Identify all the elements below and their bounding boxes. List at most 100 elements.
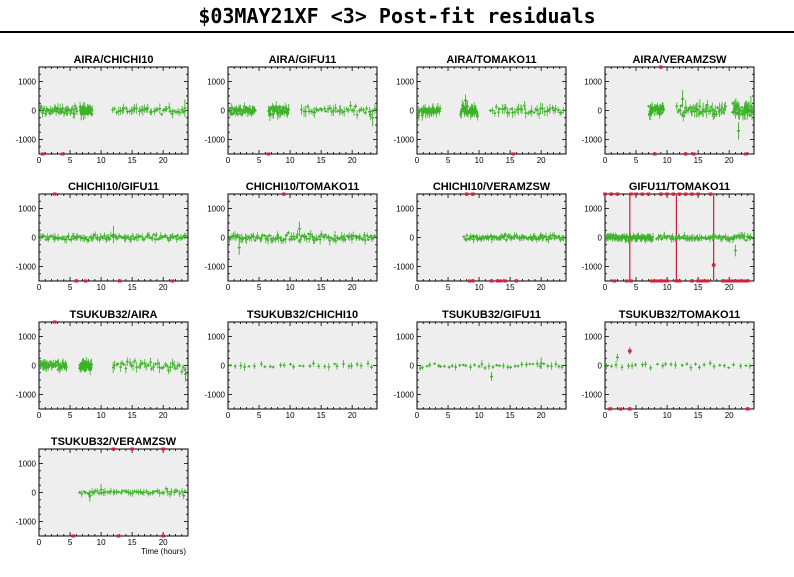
outlier-flag xyxy=(665,279,669,283)
outlier-flag xyxy=(116,534,121,538)
x-tick-label: 5 xyxy=(68,411,73,420)
x-tick-label: 0 xyxy=(603,411,608,420)
x-tick-label: 10 xyxy=(475,411,484,420)
panel-title: TSUKUB32/AIRA xyxy=(69,309,157,321)
y-tick-label: 1000 xyxy=(18,333,36,342)
x-tick-label: 0 xyxy=(415,283,420,292)
panel-title: AIRA/TOMAKO11 xyxy=(446,54,536,66)
outlier-flag xyxy=(111,447,116,451)
outlier-flag xyxy=(495,279,500,283)
outlier-flag xyxy=(652,152,657,156)
outlier-flag xyxy=(618,407,623,411)
outlier-flag xyxy=(161,534,165,538)
x-tick-label: 15 xyxy=(694,411,703,420)
x-tick-label: 15 xyxy=(317,283,326,292)
x-tick-label: 20 xyxy=(348,156,357,165)
y-tick-label: -1000 xyxy=(16,136,37,145)
x-tick-label: 0 xyxy=(37,283,42,292)
outlier-flag xyxy=(266,152,271,156)
x-tick-label: 20 xyxy=(159,156,168,165)
outlier-flag xyxy=(603,192,607,196)
x-tick-label: 10 xyxy=(286,411,295,420)
outlier-flag xyxy=(683,192,688,196)
x-tick-label: 20 xyxy=(348,411,357,420)
x-tick-label: 10 xyxy=(663,283,672,292)
outlier-flag xyxy=(282,192,286,196)
x-tick-label: 20 xyxy=(159,283,168,292)
outlier-flag xyxy=(691,152,696,156)
y-tick-label: 0 xyxy=(221,107,226,116)
outlier-flag xyxy=(690,192,694,196)
x-tick-label: 0 xyxy=(226,283,231,292)
y-tick-label: 1000 xyxy=(207,333,225,342)
x-tick-label: 15 xyxy=(506,156,515,165)
y-tick-label: 0 xyxy=(32,107,37,116)
outlier-flag xyxy=(665,192,669,196)
outlier-flag xyxy=(659,279,663,283)
residual-points xyxy=(647,90,754,140)
y-tick-label: -1000 xyxy=(394,263,415,272)
outlier-flag xyxy=(40,152,45,156)
residual-points xyxy=(228,101,377,127)
outlier-flag xyxy=(662,279,666,283)
outlier-flag xyxy=(705,279,710,283)
y-tick-label: 1000 xyxy=(18,78,36,87)
outlier-flag xyxy=(696,279,700,283)
x-tick-label: 20 xyxy=(159,411,168,420)
y-tick-label: -1000 xyxy=(205,136,226,145)
x-tick-label: 20 xyxy=(725,283,734,292)
y-tick-label: 0 xyxy=(410,107,415,116)
x-tick-label: 5 xyxy=(257,411,262,420)
outlier-flag xyxy=(74,279,79,283)
outlier-flag xyxy=(629,279,633,283)
x-tick-label: 5 xyxy=(257,156,262,165)
outlier-flag xyxy=(71,534,75,538)
y-tick-label: 1000 xyxy=(396,78,414,87)
y-tick-label: 0 xyxy=(598,362,603,371)
panel-gifu11-tomako11: GIFU11/TOMAKO11 0 5 10 15 20 1000 0 -1000 xyxy=(582,181,755,292)
x-tick-label: 5 xyxy=(634,411,639,420)
y-tick-label: 1000 xyxy=(18,205,36,214)
x-tick-label: 0 xyxy=(37,538,42,547)
panel-tsukub32-chichi10: TSUKUB32/CHICHI10 0 5 10 15 20 1000 0 -1000 xyxy=(205,309,378,420)
panel-aira-veramzsw: AIRA/VERAMZSW 0 5 10 15 20 1000 0 -1000 xyxy=(582,54,755,165)
x-tick-label: 0 xyxy=(37,411,42,420)
y-tick-label: 1000 xyxy=(584,205,602,214)
y-tick-label: 0 xyxy=(598,107,603,116)
x-tick-label: 10 xyxy=(663,411,672,420)
outlier-flag xyxy=(742,279,747,283)
outlier-flag xyxy=(499,279,503,283)
x-tick-label: 5 xyxy=(68,283,73,292)
x-tick-label: 20 xyxy=(537,283,546,292)
x-tick-label: 15 xyxy=(128,538,137,547)
outlier-flag xyxy=(702,279,707,283)
panel-title: AIRA/VERAMZSW xyxy=(632,54,727,66)
panel-chichi10-gifu11: CHICHI10/GIFU11 0 5 10 15 20 1000 0 -1000 xyxy=(16,181,189,292)
y-tick-label: 0 xyxy=(598,234,603,243)
outlier-flag xyxy=(608,407,612,411)
panel-title: TSUKUB32/TOMAKO11 xyxy=(619,309,740,321)
y-tick-label: 1000 xyxy=(396,333,414,342)
panel-aira-tomako11: AIRA/TOMAKO11 0 5 10 15 20 1000 0 -1000 xyxy=(394,54,567,165)
x-tick-label: 5 xyxy=(68,156,73,165)
residual-points xyxy=(229,360,373,371)
outlier-flag xyxy=(52,192,57,196)
outlier-flag xyxy=(736,279,741,283)
y-tick-label: -1000 xyxy=(582,136,603,145)
y-tick-label: -1000 xyxy=(394,391,415,400)
outlier-flag xyxy=(624,279,629,283)
y-tick-label: -1000 xyxy=(205,263,226,272)
x-tick-label: 10 xyxy=(97,538,106,547)
plot-area xyxy=(604,321,755,410)
outlier-flag xyxy=(467,279,472,283)
y-tick-label: -1000 xyxy=(16,391,37,400)
y-tick-label: 1000 xyxy=(18,460,36,469)
outlier-flag xyxy=(471,279,475,283)
outlier-flag xyxy=(514,279,519,283)
x-tick-label: 20 xyxy=(725,156,734,165)
panel-chichi10-tomako11: CHICHI10/TOMAKO11 0 5 10 15 20 1000 0 -1000 xyxy=(205,181,378,292)
outlier-flag xyxy=(640,192,645,196)
y-tick-label: 1000 xyxy=(396,205,414,214)
x-tick-label: 0 xyxy=(226,156,231,165)
